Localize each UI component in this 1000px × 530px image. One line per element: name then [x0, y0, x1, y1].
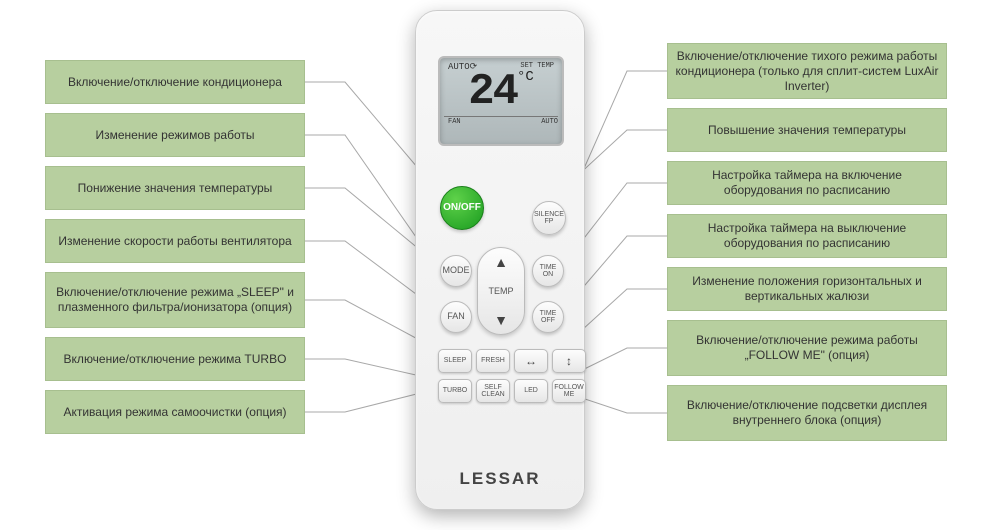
self-clean-button[interactable]: SELF CLEAN	[476, 379, 510, 403]
lcd-auto-small: AUTO	[541, 118, 558, 126]
callout-l1: Включение/отключение кондиционера	[45, 60, 305, 104]
callout-l3: Понижение значения температуры	[45, 166, 305, 210]
callout-r3: Настройка таймера на включение оборудова…	[667, 161, 947, 205]
pillrow-a: SLEEP FRESH ↔ ↕	[438, 349, 586, 373]
callout-r4: Настройка таймера на выключение оборудов…	[667, 214, 947, 258]
callout-text: Изменение режимов работы	[95, 128, 254, 143]
swing-h-button[interactable]: ↔	[514, 349, 548, 373]
callout-text: Понижение значения температуры	[78, 181, 273, 196]
callout-text: Включение/отключение кондиционера	[68, 75, 282, 90]
btn-label: TURBO	[443, 387, 468, 394]
btn-label: SELF CLEAN	[481, 384, 504, 399]
mode-button[interactable]: MODE	[440, 255, 472, 287]
remote-body: AUTO⟳ SET TEMP 24°C FAN AUTO ON/OFF SILE…	[415, 10, 585, 510]
callout-text: Изменение положения горизонтальных и вер…	[674, 274, 940, 304]
lcd-temp-unit: °C	[517, 69, 534, 85]
callout-l2: Изменение режимов работы	[45, 113, 305, 157]
callout-text: Включение/отключение режима работы „FOLL…	[674, 333, 940, 363]
callout-text: Изменение скорости работы вентилятора	[58, 234, 291, 249]
swing-v-button[interactable]: ↕	[552, 349, 586, 373]
callout-r6: Включение/отключение режима работы „FOLL…	[667, 320, 947, 376]
btn-label: FAN	[447, 312, 465, 321]
lcd-fan-label: FAN	[448, 118, 461, 126]
time-on-button[interactable]: TIME ON	[532, 255, 564, 287]
temp-label: TEMP	[488, 286, 513, 296]
callout-r2: Повышение значения температуры	[667, 108, 947, 152]
silence-button[interactable]: SILENCE FP	[532, 201, 566, 235]
callout-l5: Включение/отключение режима „SLEEP" и пл…	[45, 272, 305, 328]
lcd-temp-value: 24	[468, 67, 517, 117]
callout-text: Включение/отключение подсветки дисплея в…	[674, 398, 940, 428]
onoff-button[interactable]: ON/OFF	[440, 186, 484, 230]
arrow-up-icon: ▲	[494, 254, 508, 270]
temp-up-button[interactable]: ▲	[494, 254, 508, 270]
temp-down-button[interactable]: ▼	[494, 312, 508, 328]
swing-v-icon: ↕	[566, 355, 572, 368]
btn-label: LED	[524, 387, 538, 394]
btn-label: MODE	[443, 266, 470, 275]
callout-text: Включение/отключение режима TURBO	[64, 352, 287, 367]
callout-l6: Включение/отключение режима TURBO	[45, 337, 305, 381]
pillrow-b: TURBO SELF CLEAN LED FOLLOW ME	[438, 379, 586, 403]
follow-me-button[interactable]: FOLLOW ME	[552, 379, 586, 403]
lcd-mode: AUTO	[448, 62, 470, 72]
brand-label: LESSAR	[416, 469, 584, 489]
callout-text: Настройка таймера на включение оборудова…	[674, 168, 940, 198]
led-button[interactable]: LED	[514, 379, 548, 403]
btn-label: TIME ON	[540, 264, 557, 279]
btn-label: TIME OFF	[540, 310, 557, 325]
lcd-temperature: 24°C	[444, 70, 558, 114]
fan-button[interactable]: FAN	[440, 301, 472, 333]
callout-l7: Активация режима самоочистки (опция)	[45, 390, 305, 434]
callout-r5: Изменение положения горизонтальных и вер…	[667, 267, 947, 311]
fresh-button[interactable]: FRESH	[476, 349, 510, 373]
btn-label: ON/OFF	[443, 203, 481, 214]
btn-label: SLEEP	[444, 357, 467, 364]
swing-h-icon: ↔	[525, 355, 537, 368]
callout-text: Повышение значения температуры	[708, 123, 906, 138]
turbo-button[interactable]: TURBO	[438, 379, 472, 403]
callout-r7: Включение/отключение подсветки дисплея в…	[667, 385, 947, 441]
callout-r1: Включение/отключение тихого режима работ…	[667, 43, 947, 99]
callout-text: Включение/отключение тихого режима работ…	[674, 49, 940, 94]
callout-text: Активация режима самоочистки (опция)	[63, 405, 286, 420]
btn-label: FRESH	[481, 357, 505, 364]
btn-label: SILENCE FP	[534, 211, 564, 226]
temp-pad: ▲ TEMP ▼	[477, 247, 525, 335]
callout-l4: Изменение скорости работы вентилятора	[45, 219, 305, 263]
arrow-down-icon: ▼	[494, 312, 508, 328]
callout-text: Включение/отключение режима „SLEEP" и пл…	[52, 285, 298, 315]
sleep-button[interactable]: SLEEP	[438, 349, 472, 373]
lcd-fan-row: FAN AUTO	[444, 116, 558, 126]
callout-text: Настройка таймера на выключение оборудов…	[674, 221, 940, 251]
btn-label: FOLLOW ME	[554, 384, 584, 399]
time-off-button[interactable]: TIME OFF	[532, 301, 564, 333]
lcd-display: AUTO⟳ SET TEMP 24°C FAN AUTO	[438, 56, 564, 146]
